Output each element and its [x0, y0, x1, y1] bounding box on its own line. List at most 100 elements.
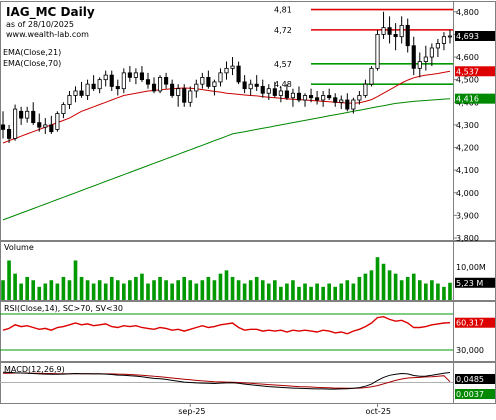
- candle-body: [387, 27, 392, 35]
- candle-body: [411, 45, 416, 69]
- level-label: 4,57: [274, 60, 292, 69]
- volume-panel-label: Volume: [4, 243, 34, 252]
- candle-body: [248, 83, 253, 90]
- volume-bar: [19, 283, 23, 300]
- macd-panel-label: MACD(12,26,9): [4, 365, 65, 374]
- volume-bar: [399, 280, 404, 300]
- candle-body: [6, 129, 12, 139]
- candle-body: [73, 90, 78, 96]
- volume-bar: [1, 280, 5, 300]
- candle-body: [399, 24, 404, 38]
- candle-body: [170, 83, 175, 96]
- macd-signal-tag-bg: [455, 389, 495, 399]
- candle-body: [296, 92, 302, 101]
- rsi-panel-label: RSI(Close,14), SC>70, SV<30: [4, 304, 123, 313]
- volume-bar: [230, 276, 235, 300]
- chart-labels: IAG_MC Daily as of 28/10/2025 www.wealth…: [3, 5, 123, 374]
- volume-bar: [351, 283, 356, 300]
- price-ytick-label: 4,300: [456, 121, 479, 130]
- candle-body: [206, 76, 211, 87]
- volume-bar: [67, 280, 72, 300]
- candle-body: [302, 95, 308, 101]
- candle-body: [393, 34, 398, 38]
- level-label: 4,72: [274, 26, 292, 35]
- candle-body: [37, 122, 42, 128]
- candle-body: [272, 88, 277, 96]
- candle-body: [333, 97, 338, 103]
- volume-bar: [339, 283, 344, 300]
- candle-body: [212, 81, 217, 87]
- candle-body: [321, 95, 326, 101]
- candle-body: [91, 83, 96, 90]
- last-close-tag: 4,693: [456, 32, 479, 41]
- level-label: 4,48: [274, 80, 292, 89]
- macd-value-tag: 0,0485: [456, 375, 484, 384]
- candle-body: [97, 79, 102, 90]
- candle-body: [441, 36, 447, 44]
- volume-bar: [170, 283, 174, 300]
- candle-body: [188, 90, 193, 103]
- volume-bar: [285, 283, 289, 300]
- rsi-value-tag: 60,317: [456, 319, 484, 328]
- ema70-line: [2, 98, 451, 221]
- candle-body: [315, 97, 320, 101]
- volume-bar: [176, 280, 180, 300]
- volume-bar: [91, 283, 96, 300]
- candle-body: [423, 56, 428, 62]
- candle-body: [79, 90, 84, 96]
- volume-last-tag: 5,23 M: [456, 279, 483, 288]
- volume-bar: [25, 276, 29, 300]
- price-ytick-label: 4,100: [456, 166, 479, 175]
- volume-bar: [206, 276, 211, 300]
- candle-body: [121, 72, 126, 90]
- volume-bar: [97, 280, 102, 300]
- candle-body: [435, 43, 440, 49]
- candle-body: [182, 88, 187, 103]
- candle-body: [290, 92, 296, 99]
- volume-bar: [254, 276, 259, 300]
- volume-bar: [122, 283, 126, 300]
- candle-body: [176, 88, 181, 96]
- candle-body: [447, 35, 453, 38]
- price-ytick-label: 4,000: [456, 189, 479, 198]
- candle-body: [115, 86, 120, 90]
- volume-bar: [248, 280, 253, 300]
- volume-bar: [375, 257, 380, 300]
- ema21-tag: 4,537: [456, 67, 479, 76]
- candle-body: [151, 83, 157, 92]
- candle-body: [85, 83, 90, 96]
- volume-bar: [333, 286, 338, 300]
- volume-bar: [321, 286, 325, 300]
- volume-bar: [393, 273, 398, 300]
- volume-last-tag-bg: [455, 277, 495, 288]
- volume-bar: [134, 276, 138, 300]
- volume-bar: [73, 260, 78, 300]
- candle-body: [49, 124, 54, 133]
- price-ytick-label: 4,200: [456, 144, 479, 153]
- volume-bar: [387, 270, 392, 300]
- volume-bar: [164, 280, 168, 300]
- volume-bar: [79, 276, 84, 300]
- volume-bar: [194, 283, 199, 300]
- candle-body: [0, 124, 6, 130]
- volume-bar: [266, 283, 271, 300]
- ema21-line: [2, 70, 451, 144]
- candle-body: [43, 124, 48, 128]
- volume-bar: [182, 276, 187, 300]
- volume-bar: [291, 280, 295, 300]
- candle-body: [145, 79, 151, 85]
- volume-bar: [345, 280, 350, 300]
- volume-bar: [31, 280, 36, 300]
- ema21-legend-label: EMA(Close,21): [3, 48, 61, 57]
- price-ytick-label: 4,800: [456, 8, 479, 17]
- candle-body: [254, 83, 259, 87]
- macd-line: [2, 371, 451, 390]
- candle-body: [369, 67, 374, 85]
- level-label: 4,81: [274, 6, 292, 15]
- candle-body: [127, 72, 132, 78]
- volume-bar: [327, 283, 331, 300]
- volume-bar: [7, 260, 11, 300]
- candle-body: [375, 34, 380, 69]
- candle-body: [339, 99, 344, 103]
